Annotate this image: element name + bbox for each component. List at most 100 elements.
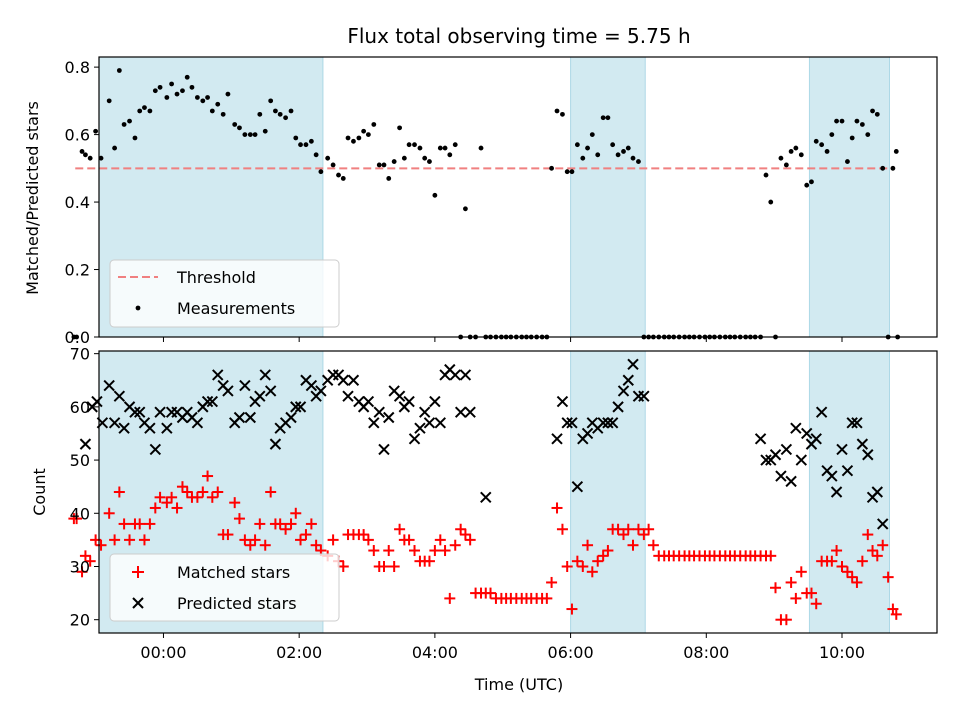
measurement-point (549, 165, 554, 171)
predicted-star-point (785, 475, 797, 488)
measurement-point (200, 98, 206, 104)
matched-star-point (455, 523, 467, 535)
predicted-star-point (342, 390, 354, 402)
matched-star-point (176, 481, 188, 493)
predicted-star-point (383, 411, 395, 424)
measurement-point (422, 155, 428, 161)
measurement-point (142, 105, 147, 111)
matched-star-point (638, 529, 650, 541)
matched-stars-points (68, 470, 902, 626)
top-y-tick-label: 0.8 (65, 58, 90, 77)
matched-star-point (449, 539, 461, 551)
x-tick-label: 02:00 (276, 643, 322, 662)
matched-star-point (464, 534, 476, 546)
legend-predicted-label: Predicted stars (177, 594, 297, 613)
bottom-y-tick-label: 40 (70, 504, 90, 523)
measurement-point (783, 162, 789, 168)
matched-star-point (254, 518, 266, 530)
matched-star-point (586, 566, 598, 578)
predicted-star-point (269, 438, 282, 450)
chart-title: Flux total observing time = 5.75 h (347, 24, 690, 48)
measurement-point (121, 122, 127, 127)
matched-star-point (612, 523, 624, 535)
predicted-star-point (233, 411, 246, 424)
matched-star-point (249, 534, 261, 546)
measurement-points (71, 68, 901, 340)
matched-star-point (285, 518, 297, 530)
measurement-point (621, 149, 626, 154)
top-panel: 0.00.20.40.60.8 Matched/Predicted stars … (23, 56, 938, 347)
matched-star-point (310, 539, 322, 551)
predicted-star-point (206, 395, 219, 408)
matched-star-point (810, 598, 822, 610)
predicted-star-point (161, 422, 173, 434)
predicted-star-point (285, 411, 297, 424)
measurement-point (569, 169, 575, 175)
measurement-point (152, 88, 158, 94)
measurement-point (288, 108, 294, 114)
x-tick-label: 10:00 (819, 643, 865, 662)
matched-star-point (300, 529, 312, 541)
matched-star-point (780, 614, 792, 626)
matched-star-point (423, 555, 435, 567)
measurement-point (580, 155, 586, 161)
matched-star-point (877, 539, 889, 551)
measurement-point (330, 162, 336, 168)
predicted-star-point (434, 417, 447, 429)
measurement-point (406, 142, 412, 148)
measurement-point (793, 145, 799, 151)
predicted-star-point (606, 417, 619, 429)
measurement-point (232, 122, 238, 127)
matched-star-point (439, 545, 451, 557)
measurement-point (452, 142, 458, 148)
measurement-point (194, 95, 200, 100)
predicted-star-point (775, 470, 787, 482)
predicted-star-point (91, 395, 103, 408)
legend-matched-label: Matched stars (177, 563, 290, 582)
measurement-point (829, 132, 835, 137)
measurement-point (397, 125, 402, 131)
predicted-star-point (571, 480, 584, 493)
measurement-point (463, 206, 468, 212)
matched-star-point (138, 534, 150, 546)
matched-star-point (805, 587, 817, 599)
matched-star-point (546, 576, 558, 588)
measurement-point (371, 122, 377, 127)
matched-star-point (378, 560, 390, 572)
predicted-star-point (754, 433, 767, 445)
measurement-point (870, 108, 875, 114)
matched-star-point (118, 518, 130, 530)
measurement-point (636, 159, 641, 164)
top-y-tick-label: 0.6 (65, 126, 90, 145)
measurement-point (132, 135, 138, 141)
matched-star-point (259, 539, 271, 551)
matched-star-point (161, 497, 173, 509)
measurement-point (180, 88, 185, 94)
predicted-star-point (760, 454, 772, 466)
predicted-star-point (264, 385, 277, 397)
measurement-point (209, 108, 215, 114)
matched-star-point (577, 560, 589, 572)
measurement-point (298, 142, 303, 148)
predicted-star-point (480, 491, 492, 504)
measurement-point (880, 165, 886, 171)
matched-star-point (244, 539, 256, 551)
measurement-point (313, 152, 319, 158)
predicted-star-point (222, 385, 234, 397)
matched-star-point (826, 555, 838, 567)
top-y-tick-label: 0.0 (65, 328, 90, 347)
matched-star-point (76, 566, 88, 578)
matched-star-point (154, 491, 166, 503)
measurement-point (845, 159, 850, 164)
measurement-point (417, 145, 423, 151)
measurement-point (157, 84, 163, 90)
measurement-point (205, 95, 210, 100)
measurement-point (215, 101, 221, 107)
predicted-star-point (464, 406, 476, 418)
top-legend: Threshold Measurements (109, 259, 340, 328)
matched-star-point (556, 523, 568, 535)
measurement-point (308, 138, 314, 144)
measurement-point (834, 118, 839, 124)
measurement-point (809, 179, 814, 185)
predicted-star-point (769, 449, 782, 461)
